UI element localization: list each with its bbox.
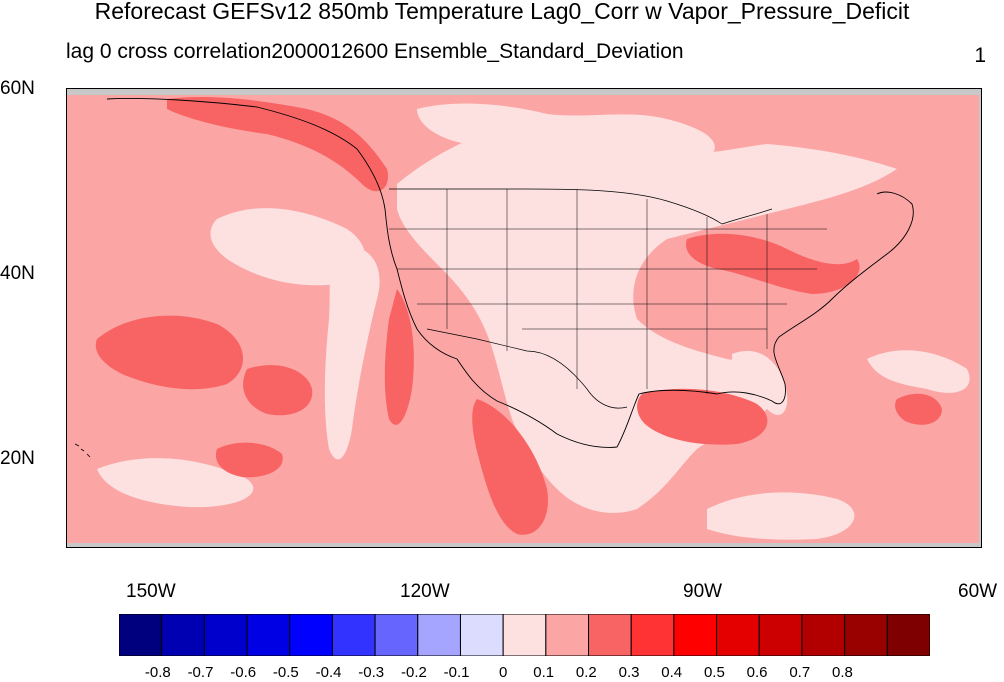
dark-region-pacific-west (95, 315, 244, 390)
colorbar-swatch (289, 614, 333, 656)
dark-region-gulf (637, 388, 768, 445)
dark-region-mexico-pacific (472, 399, 548, 535)
panel-number: 1 (974, 44, 986, 67)
colorbar-swatch (886, 614, 930, 656)
map-subtitle: lag 0 cross correlation2000012600 Ensemb… (66, 40, 684, 63)
dark-region-atlantic-east (895, 393, 942, 425)
colorbar-tick-label: -0.1 (443, 664, 470, 681)
colorbar-swatch (716, 614, 760, 656)
colorbar-tick-label: -0.3 (358, 664, 385, 681)
colorbar-swatch (161, 614, 205, 656)
light-region-interior-west (397, 116, 897, 513)
colorbar (119, 614, 930, 656)
colorbar-tick-label: 0 (498, 664, 508, 681)
colorbar-swatch (246, 614, 291, 656)
colorbar-tick-label: 0.5 (703, 664, 725, 681)
hawaii-islands (74, 443, 91, 458)
lat-tick-40n: 40N (0, 263, 35, 284)
colorbar-tick-label: -0.6 (230, 664, 257, 681)
coastline-north-america (106, 98, 914, 448)
lon-tick-120w: 120W (400, 581, 450, 602)
colorbar-swatch (844, 614, 888, 656)
colorbar-tick-label: -0.8 (144, 664, 171, 681)
lon-tick-60w: 60W (958, 581, 998, 602)
lat-tick-60n: 60N (0, 78, 35, 99)
correlation-map (67, 89, 981, 547)
colorbar-swatch (801, 614, 846, 656)
lon-tick-150w: 150W (126, 581, 176, 602)
missing-strip-top (67, 89, 981, 95)
colorbar-tick-label: -0.7 (187, 664, 214, 681)
colorbar-tick-label: -0.4 (315, 664, 342, 681)
colorbar-swatch (673, 614, 718, 656)
state-lines (389, 189, 827, 394)
colorbar-swatch (502, 614, 547, 656)
light-region-florida (732, 350, 788, 415)
colorbar-swatch (545, 614, 590, 656)
colorbar-tick-label: 0.6 (746, 664, 768, 681)
colorbar-swatch (331, 614, 376, 656)
colorbar-swatch (119, 614, 163, 656)
colorbar-swatch (588, 614, 632, 656)
colorbar-tick-label: 0.1 (533, 664, 555, 681)
light-region-north (417, 103, 715, 161)
map-panel (66, 88, 982, 548)
lon-tick-90w: 90W (683, 581, 723, 602)
us-border-north (389, 188, 773, 225)
colorbar-tick-label: 0.2 (575, 664, 597, 681)
colorbar-swatch (630, 614, 675, 656)
colorbar-tick-label: -0.5 (272, 664, 299, 681)
dark-region-great-lakes (686, 233, 860, 294)
light-region-california-coast (324, 246, 380, 460)
dark-region-pacific-central (243, 365, 313, 416)
colorbar-tick-label: 0.7 (789, 664, 811, 681)
colorbar-tick-label: 0.3 (618, 664, 640, 681)
colorbar-swatch (374, 614, 419, 656)
us-border-south (426, 328, 628, 409)
light-region-caribbean (707, 492, 855, 540)
dark-region-pacific-south (215, 442, 283, 478)
colorbar-tick-label: -0.2 (400, 664, 427, 681)
colorbar-swatch (417, 614, 461, 656)
lat-tick-20n: 20N (0, 448, 35, 469)
dark-region-alaska (167, 97, 388, 192)
light-region-atlantic (867, 350, 970, 393)
light-region-pacific-mid (210, 208, 366, 286)
map-title: Reforecast GEFSv12 850mb Temperature Lag… (94, 0, 910, 24)
light-region-pacific-south (97, 458, 254, 508)
colorbar-swatch (203, 614, 248, 656)
colorbar-tick-label: 0.8 (832, 664, 853, 681)
colorbar-swatch (758, 614, 803, 656)
colorbar-swatch (459, 614, 504, 656)
dark-region-baja (384, 289, 414, 425)
colorbar-tick-label: 0.4 (661, 664, 683, 681)
missing-strip-bottom (67, 541, 981, 547)
